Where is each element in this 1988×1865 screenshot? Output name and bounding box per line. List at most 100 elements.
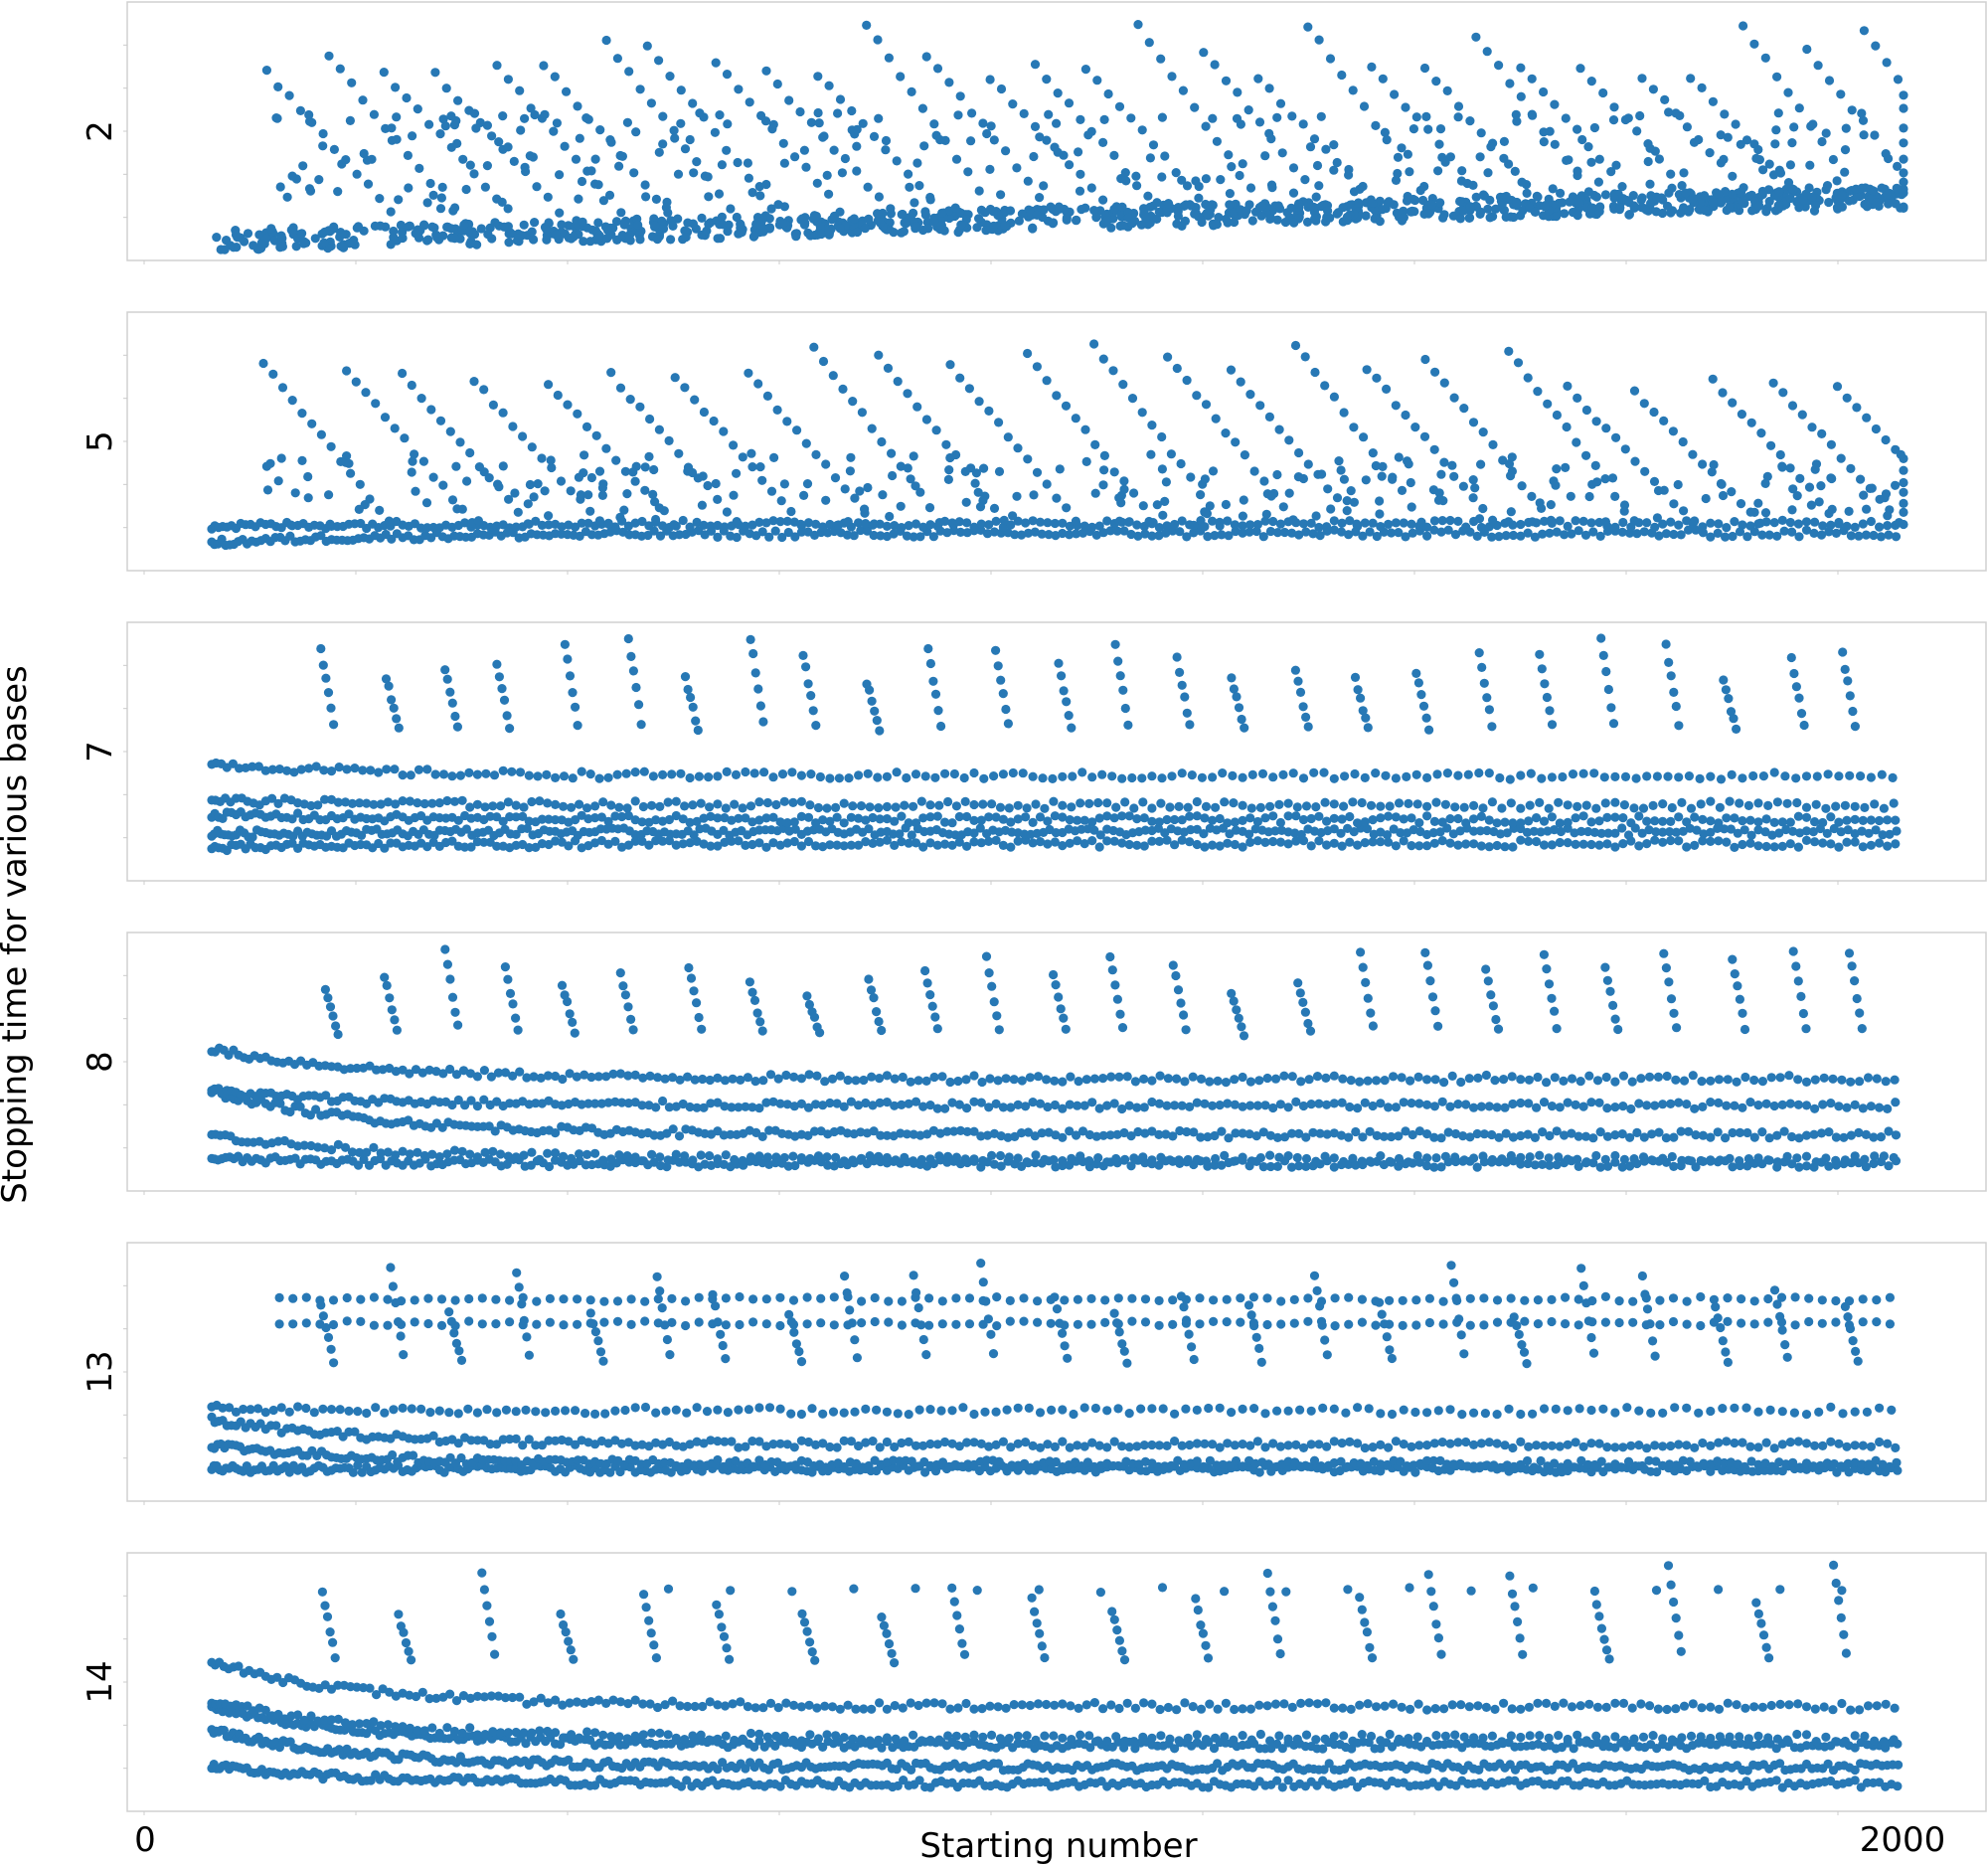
data-point (1086, 183, 1096, 193)
data-point (392, 112, 402, 122)
data-point (359, 1154, 369, 1164)
data-point (654, 56, 664, 66)
data-point (1661, 639, 1671, 649)
data-point (623, 840, 634, 850)
data-point (1640, 466, 1650, 476)
data-point (1378, 205, 1388, 215)
data-point (962, 811, 972, 822)
data-point (1468, 418, 1479, 427)
data-point (1165, 1155, 1175, 1165)
data-point (507, 766, 517, 776)
data-point (503, 797, 513, 807)
data-point (1152, 198, 1162, 208)
data-point (602, 234, 612, 244)
data-point (1505, 79, 1515, 88)
data-point (1117, 202, 1127, 212)
data-point (912, 158, 922, 168)
data-point (233, 233, 243, 243)
data-point (722, 145, 732, 155)
data-point (1147, 1126, 1157, 1136)
data-point (1171, 168, 1181, 178)
data-point (1469, 1102, 1479, 1112)
data-point (920, 771, 930, 781)
data-point (1719, 675, 1729, 685)
data-point (1283, 1151, 1293, 1161)
data-point (313, 1142, 323, 1152)
data-point (1626, 818, 1636, 828)
data-point (1768, 378, 1778, 388)
data-point (1858, 842, 1868, 852)
data-point (1346, 486, 1356, 496)
data-point (775, 840, 785, 850)
data-point (848, 1155, 858, 1165)
data-point (1875, 1102, 1885, 1112)
data-point (1197, 217, 1207, 228)
data-point (1387, 528, 1397, 538)
data-point (849, 531, 859, 541)
data-point (277, 242, 287, 252)
data-point (1745, 521, 1755, 531)
data-point (1039, 181, 1049, 191)
data-point (531, 516, 541, 526)
data-point (1492, 818, 1502, 828)
data-point (1575, 64, 1585, 74)
data-point (1173, 207, 1183, 217)
data-point (1757, 530, 1767, 540)
data-point (1376, 837, 1386, 847)
data-point (955, 373, 965, 383)
data-point (954, 811, 964, 822)
data-point (1533, 387, 1543, 397)
data-point (1484, 842, 1494, 852)
data-point (262, 485, 273, 495)
data-point (1437, 836, 1447, 846)
data-point (875, 1098, 885, 1107)
data-point (849, 214, 859, 224)
data-point (537, 453, 547, 463)
data-point (722, 766, 732, 777)
data-point (269, 236, 279, 246)
data-point (711, 478, 721, 489)
data-point (947, 1098, 957, 1107)
data-point (595, 125, 605, 135)
data-point (1102, 516, 1112, 526)
data-point (483, 230, 493, 240)
data-point (389, 703, 399, 713)
data-point (590, 1099, 600, 1108)
data-point (1488, 212, 1498, 222)
data-point (699, 520, 709, 531)
data-point (1705, 148, 1715, 158)
data-point (1516, 63, 1526, 73)
data-point (622, 489, 632, 499)
data-point (1478, 427, 1488, 437)
data-point (1884, 530, 1894, 540)
data-point (770, 526, 780, 536)
data-point (915, 532, 925, 542)
data-point (602, 226, 613, 236)
data-point (485, 811, 495, 821)
data-point (1889, 1152, 1899, 1163)
data-point (1360, 518, 1370, 528)
data-point (1035, 1099, 1046, 1108)
data-point (1479, 1129, 1489, 1139)
data-point (685, 838, 695, 848)
data-point (900, 800, 910, 810)
data-point (1147, 836, 1157, 846)
data-point (1648, 85, 1658, 94)
data-point (869, 131, 880, 141)
data-point (480, 1147, 490, 1157)
data-point (1785, 463, 1795, 473)
data-point (936, 721, 946, 732)
data-point (996, 1161, 1006, 1171)
data-point (615, 383, 626, 393)
data-point (1137, 773, 1147, 783)
data-point (1501, 191, 1511, 202)
data-point (1308, 1127, 1318, 1137)
data-point (1115, 671, 1125, 681)
data-point (1818, 817, 1828, 828)
data-point (1172, 652, 1182, 662)
data-point (544, 814, 554, 824)
data-point (842, 530, 853, 540)
data-point (776, 496, 786, 506)
data-point (1539, 86, 1549, 97)
data-point (1322, 1100, 1332, 1109)
